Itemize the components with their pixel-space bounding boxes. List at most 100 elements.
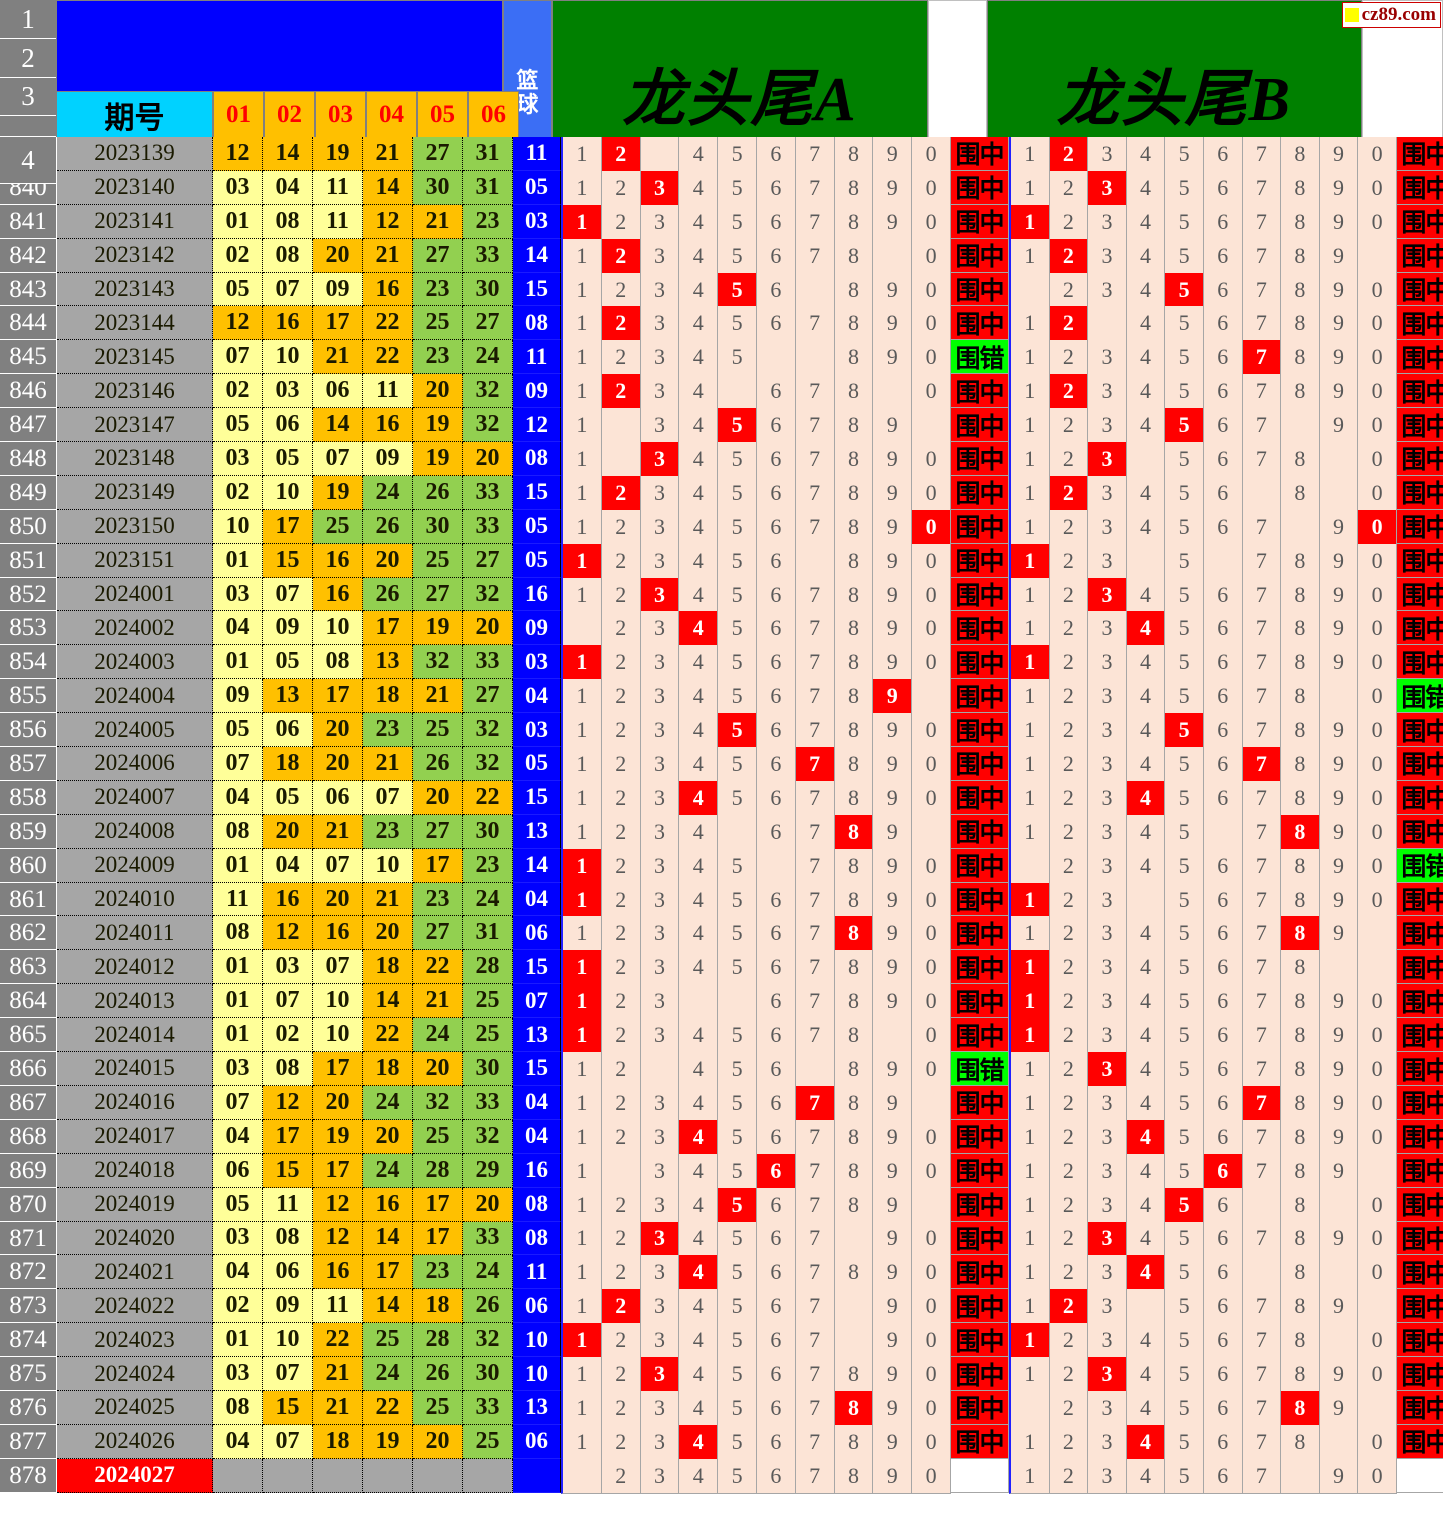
digit-cell-a-0: 0 [912,1458,951,1494]
digit-cell-a-7: 7 [795,475,835,511]
digit-cell-a-6: 6 [756,1357,796,1392]
digit-cell-a-2: 2 [601,950,641,986]
digit-cell-b-4: 4 [1126,475,1166,511]
basket-char-2: 球 [516,91,539,117]
digit-cell-b-2: 2 [1049,1018,1089,1054]
row-number: 863 [0,950,57,985]
digit-cell-b-3: 3 [1088,848,1127,884]
period-cell: 2023141 [57,204,213,239]
ball-cell: 23 [413,882,463,917]
digit-cell-b-2: 2 [1049,577,1089,613]
ball-cell: 32 [463,747,513,781]
result-cell-a: 围中 [950,679,1009,714]
digit-cell-a-0: 0 [912,780,951,816]
digit-cell-a-5: 5 [718,747,757,782]
row-number: 859 [0,814,57,849]
result-cell-b: 围中 [1396,306,1443,341]
digit-cell-a-5: 5 [718,442,757,477]
digit-cell-a-7: 7 [795,984,835,1020]
blue-ball-cell: 16 [513,577,561,612]
ball-cell: 18 [313,1424,363,1459]
blue-ball-cell: 06 [513,1424,561,1459]
row-number: 858 [0,780,57,815]
digit-cell-b-6: 6 [1203,340,1243,376]
digit-cell-a-5: 5 [718,882,757,918]
digit-cell-b-1: 1 [1008,170,1050,206]
row-number: 849 [0,475,57,510]
row-number: 876 [0,1390,57,1425]
result-cell-b: 围中 [1396,1390,1443,1425]
digit-cell-b-0: 0 [1358,1323,1397,1359]
row-number: 875 [0,1357,57,1391]
digit-cell-b-4: 4 [1126,950,1166,986]
ball-cell: 02 [263,1018,313,1053]
digit-cell-b-2: 2 [1049,950,1089,986]
digit-cell-a-4: 4 [679,408,719,444]
digit-cell-b-9: 9 [1319,645,1359,681]
blue-ball-cell: 06 [513,1289,561,1324]
digit-cell-a-8: 8 [834,272,874,308]
ball-cell: 10 [263,475,313,510]
digit-cell-a-4: 4 [679,984,719,1020]
digit-cell-a-5: 5 [718,780,757,816]
result-cell-b: 围中 [1396,1424,1443,1459]
digit-cell-b-3: 3 [1088,1085,1127,1121]
ball-cell: 03 [263,374,313,409]
result-cell-a: 围中 [950,1289,1009,1324]
digit-cell-a-6: 6 [756,272,796,308]
ball-cell: 21 [413,204,463,239]
result-cell-b: 围中 [1396,442,1443,476]
digit-cell-b-2: 2 [1049,1085,1089,1121]
digit-cell-a-7: 7 [795,1255,835,1291]
digit-cell-b-3: 3 [1088,747,1127,782]
result-cell-b: 围中 [1396,747,1443,781]
blue-ball-cell: 16 [513,1153,561,1188]
digit-cell-b-8: 8 [1281,1052,1320,1087]
digit-cell-a-7: 7 [795,848,835,884]
ball-cell: 10 [313,1018,363,1053]
digit-cell-a-6: 6 [756,1052,796,1087]
row-number: 868 [0,1119,57,1154]
digit-cell-a-8: 8 [834,1255,874,1291]
digit-cell-b-7: 7 [1242,475,1282,511]
digit-cell-a-7: 7 [795,679,835,715]
digit-cell-a-2: 2 [601,1323,641,1359]
digit-cell-a-0: 0 [912,374,951,410]
digit-cell-b-6: 6 [1203,137,1243,172]
ball-cell: 15 [263,543,313,578]
digit-cell-b-0: 0 [1358,1187,1397,1223]
digit-cell-a-3: 3 [640,1085,680,1121]
ball-cell: 21 [363,882,413,917]
digit-cell-b-2: 2 [1049,747,1089,782]
digit-cell-b-3: 3 [1088,1424,1127,1460]
digit-cell-a-8: 8 [834,1085,874,1121]
digit-cell-b-8: 8 [1281,780,1320,816]
digit-cell-a-5: 5 [718,814,757,850]
digit-cell-a-9: 9 [873,442,913,477]
ball-cell: 07 [363,780,413,815]
result-cell-a: 围错 [950,340,1009,375]
digit-cell-a-7: 7 [795,577,835,613]
period-cell: 2024002 [57,611,213,646]
digit-cell-b-6: 6 [1203,170,1243,206]
ball-cell: 01 [213,848,263,883]
digit-cell-b-1: 1 [1008,713,1050,749]
digit-cell-a-8: 8 [834,916,874,952]
table-row: 862 2024011 08 12 16 20 27 31 06 1 2 3 4 5 6 7 8 9 0 围中 1 2 3 4… [0,916,1443,952]
result-cell-a: 围中 [950,611,1009,646]
digit-cell-a-3: 3 [640,442,680,477]
digit-cell-a-1: 1 [561,1424,602,1460]
ball-cell: 01 [213,950,263,985]
ball-cell: 11 [313,170,363,205]
digit-cell-a-0: 0 [912,882,951,918]
digit-cell-b-3: 3 [1088,984,1127,1020]
digit-cell-b-1: 1 [1008,1255,1050,1291]
digit-cell-a-8: 8 [834,374,874,410]
sheet-body: 1 2 3 篮 球 龙头尾A 龙头尾B 期号 01 02 03 04 [0,0,1443,1494]
digit-cell-b-5: 5 [1165,170,1204,206]
ball-cell: 14 [263,137,313,171]
result-cell-b: 围中 [1396,1187,1443,1222]
digit-cell-a-7: 7 [795,1187,835,1223]
digit-cell-a-3: 3 [640,1255,680,1291]
ball-cell: 20 [313,238,363,273]
